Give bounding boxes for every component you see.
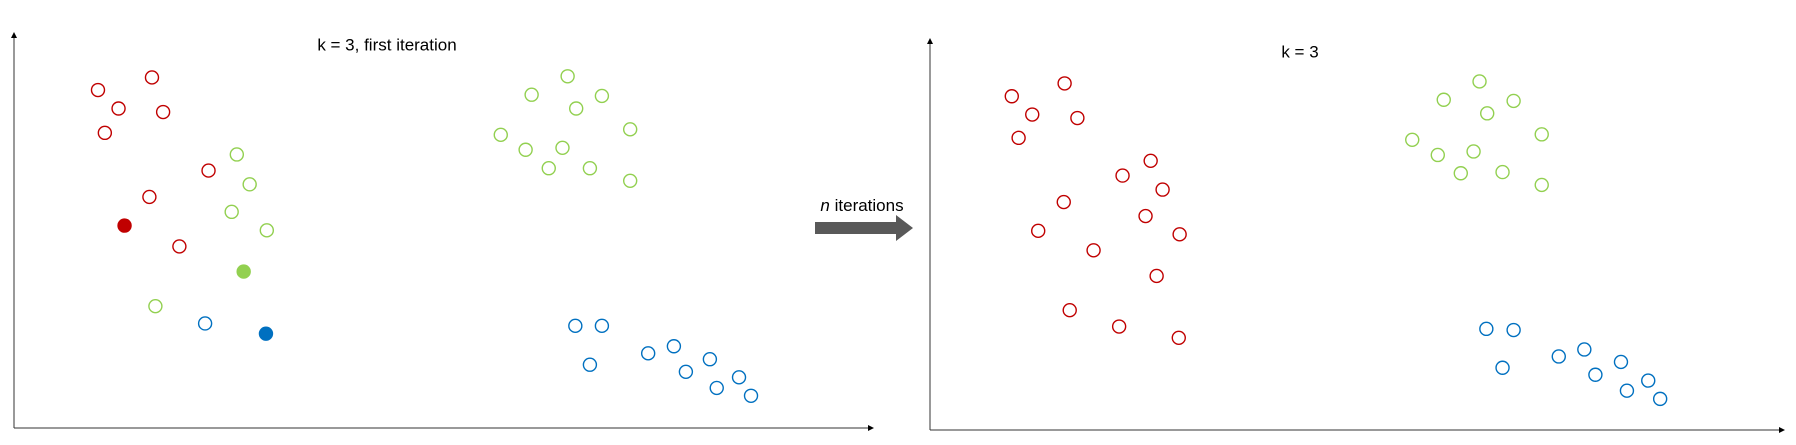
point	[594, 318, 610, 334]
centroid	[258, 326, 274, 341]
annotation-italic: n	[820, 196, 829, 215]
point	[640, 346, 656, 361]
point	[1086, 243, 1101, 258]
point	[1479, 321, 1494, 337]
point	[142, 189, 157, 205]
point	[568, 318, 583, 334]
point	[1025, 107, 1040, 122]
point	[1062, 302, 1077, 318]
point	[1149, 268, 1164, 284]
point	[1031, 223, 1046, 239]
chart-title: k = 3	[1281, 42, 1318, 61]
point	[242, 177, 257, 192]
point	[582, 357, 598, 372]
point	[1138, 208, 1153, 224]
point	[524, 87, 539, 102]
point	[594, 88, 610, 104]
point	[1057, 76, 1072, 91]
point	[1011, 130, 1026, 146]
point	[1056, 194, 1071, 210]
point	[1534, 177, 1549, 193]
point	[1155, 182, 1170, 197]
point	[1172, 227, 1187, 242]
point	[197, 316, 213, 331]
point	[560, 69, 575, 84]
point	[678, 364, 694, 380]
point	[97, 125, 113, 141]
point	[1495, 360, 1510, 375]
point	[1453, 166, 1468, 181]
point	[1619, 383, 1635, 398]
point	[1405, 132, 1420, 148]
point	[709, 380, 724, 396]
point	[582, 161, 598, 176]
point	[1588, 367, 1603, 382]
point	[155, 104, 171, 120]
point	[666, 339, 682, 354]
point	[555, 140, 570, 155]
point	[172, 239, 187, 254]
point	[1613, 354, 1629, 370]
annotation: n iterations	[820, 196, 903, 215]
point	[1004, 89, 1019, 104]
point	[1472, 74, 1487, 89]
point	[731, 370, 747, 385]
point	[1506, 322, 1521, 338]
point	[568, 101, 584, 116]
arrow	[815, 215, 913, 241]
point	[224, 204, 239, 220]
point	[541, 161, 556, 176]
left-axes	[11, 32, 874, 431]
point	[518, 142, 533, 157]
point	[201, 163, 216, 178]
point	[1534, 127, 1549, 142]
point	[493, 127, 508, 143]
point	[148, 298, 163, 314]
point	[1143, 153, 1158, 169]
point	[1115, 168, 1130, 183]
centroid	[236, 264, 251, 279]
point	[111, 101, 126, 116]
point	[1652, 391, 1668, 407]
centroid	[117, 218, 132, 233]
point	[1641, 373, 1656, 388]
point	[1480, 106, 1495, 121]
point	[1577, 342, 1592, 357]
point	[1495, 164, 1510, 180]
point	[1111, 319, 1127, 334]
point	[1466, 144, 1481, 159]
point	[743, 388, 759, 403]
point	[1171, 330, 1186, 346]
point	[259, 223, 275, 238]
point	[1070, 110, 1085, 126]
point	[702, 352, 718, 367]
point	[1436, 92, 1451, 107]
point	[144, 70, 160, 85]
point	[622, 173, 638, 189]
right-axes	[927, 38, 1785, 433]
point	[1551, 349, 1566, 364]
point	[229, 147, 245, 162]
point	[1506, 93, 1521, 109]
annotation-text: iterations	[835, 196, 904, 215]
point	[1430, 147, 1445, 163]
point	[622, 122, 638, 137]
point	[90, 82, 106, 98]
chart-title: k = 3, first iteration	[317, 35, 456, 54]
